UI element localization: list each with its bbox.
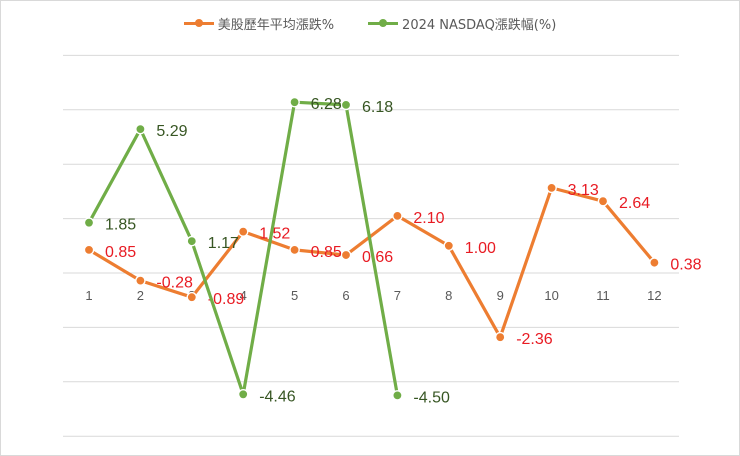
data-label-series-1: 3.13 <box>568 182 599 199</box>
x-tick-label: 7 <box>394 288 401 303</box>
x-tick-label: 8 <box>445 288 452 303</box>
data-label-series-1: 2.64 <box>619 195 650 212</box>
data-label-series-2: 1.17 <box>208 235 239 252</box>
legend-item-series-2: 2024 NASDAQ漲跌幅(%) <box>368 14 556 33</box>
data-label-series-1: -0.28 <box>156 275 193 292</box>
data-point-series-2 <box>340 99 352 111</box>
legend-swatch-series-2 <box>368 18 399 28</box>
data-label-series-2: -4.46 <box>259 388 296 405</box>
data-point-series-2 <box>135 123 146 135</box>
data-point-series-1 <box>135 275 146 286</box>
data-point-series-2 <box>392 390 403 401</box>
data-point-series-2 <box>186 235 198 247</box>
data-label-series-2: -4.50 <box>413 389 450 406</box>
data-label-series-1: -0.89 <box>208 291 245 308</box>
data-point-series-1 <box>289 244 300 256</box>
data-point-series-2 <box>83 217 95 228</box>
data-label-series-1: -2.36 <box>516 331 553 348</box>
data-label-series-1: 1.00 <box>465 240 496 257</box>
data-label-series-2: 1.85 <box>105 217 136 234</box>
x-tick-label: 4 <box>240 288 247 303</box>
x-tick-label: 11 <box>596 288 610 303</box>
x-tick-label: 12 <box>647 288 661 303</box>
legend: 美股歷年平均漲跌% 2024 NASDAQ漲跌幅(%) <box>1 9 739 37</box>
data-point-series-1 <box>443 240 455 252</box>
data-point-series-1 <box>83 244 95 256</box>
x-tick-label: 1 <box>85 288 92 303</box>
data-label-series-1: 0.85 <box>105 244 136 261</box>
data-point-series-1 <box>340 249 352 261</box>
data-label-series-1: 1.52 <box>259 226 290 243</box>
data-label-series-2: 5.29 <box>156 123 187 140</box>
data-label-series-2: 6.28 <box>311 96 342 113</box>
series-line-1 <box>87 186 657 339</box>
legend-item-series-1: 美股歷年平均漲跌% <box>183 14 335 33</box>
data-point-series-2 <box>237 389 249 400</box>
x-tick-label: 6 <box>342 288 349 303</box>
x-tick-label: 5 <box>291 288 298 303</box>
legend-swatch-series-1 <box>183 18 214 28</box>
x-tick-label: 2 <box>137 288 144 303</box>
x-tick-label: 9 <box>497 288 504 303</box>
data-point-series-1 <box>186 291 198 303</box>
data-point-series-1 <box>597 195 609 207</box>
legend-label-series-2: 2024 NASDAQ漲跌幅(%) <box>402 17 557 33</box>
data-point-series-1 <box>546 182 557 194</box>
data-label-series-1: 0.38 <box>670 257 701 274</box>
data-label-series-1: 0.66 <box>362 249 393 266</box>
data-label-series-2: 6.18 <box>362 99 393 116</box>
data-point-series-1 <box>237 226 249 237</box>
data-label-series-1: 2.10 <box>413 210 444 227</box>
data-point-series-1 <box>494 331 506 343</box>
data-point-series-2 <box>289 96 300 108</box>
data-label-series-1: 0.85 <box>311 244 342 261</box>
x-tick-label: 10 <box>544 288 558 303</box>
legend-label-series-1: 美股歷年平均漲跌% <box>217 17 335 33</box>
data-point-series-1 <box>392 210 403 222</box>
data-point-series-1 <box>649 257 660 268</box>
